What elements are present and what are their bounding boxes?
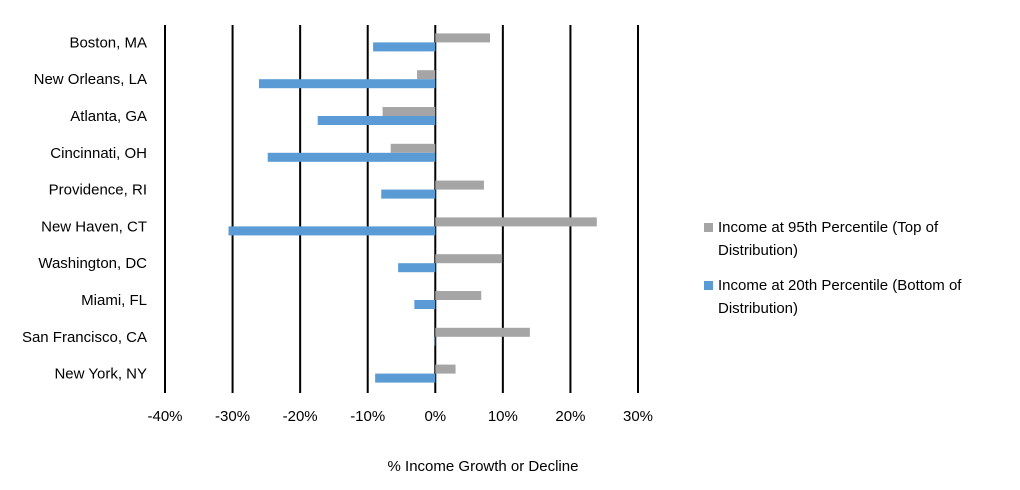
x-tick-label: 20%: [555, 408, 585, 425]
bar: [435, 180, 484, 190]
bar: [435, 217, 597, 227]
legend-item: Income at 95th Percentile (Top of Distri…: [704, 216, 1014, 262]
bar: [390, 143, 436, 153]
x-axis-title: % Income Growth or Decline: [388, 458, 579, 475]
y-tick-label: Miami, FL: [81, 292, 147, 309]
x-tick-label: 10%: [488, 408, 518, 425]
bar: [414, 300, 436, 309]
legend-swatch: [704, 223, 713, 232]
y-tick-label: Providence, RI: [49, 182, 147, 199]
x-tick-label: 0%: [424, 408, 446, 425]
bar: [317, 116, 436, 125]
bar: [373, 42, 436, 52]
bar: [434, 336, 436, 346]
x-tick-label: -40%: [147, 408, 182, 425]
x-tick-label: 30%: [623, 408, 653, 425]
x-tick-label: -30%: [215, 408, 250, 425]
legend-item: Income at 20th Percentile (Bottom of Dis…: [704, 274, 1014, 320]
y-tick-label: San Francisco, CA: [22, 329, 147, 346]
bar: [435, 327, 530, 337]
legend-label: Income at 95th Percentile (Top of Distri…: [718, 219, 939, 259]
legend-label: Income at 20th Percentile (Bottom of Dis…: [718, 277, 962, 317]
bar: [228, 226, 436, 236]
legend-swatch: [704, 281, 713, 290]
bar: [382, 107, 436, 116]
bar: [267, 152, 436, 162]
x-tick-label: -10%: [350, 408, 385, 425]
bar: [435, 254, 503, 264]
bar: [435, 364, 456, 374]
y-tick-label: New York, NY: [54, 366, 147, 383]
bar: [258, 79, 436, 89]
y-tick-label: Cincinnati, OH: [50, 145, 147, 162]
y-tick-label: Boston, MA: [69, 34, 147, 51]
bar: [375, 373, 436, 383]
y-tick-label: Washington, DC: [38, 255, 147, 272]
y-tick-label: New Haven, CT: [41, 218, 147, 235]
bar: [381, 189, 436, 199]
x-tick-label: -20%: [283, 408, 318, 425]
y-tick-label: Atlanta, GA: [70, 108, 147, 125]
bar: [398, 263, 436, 273]
bar: [435, 33, 491, 43]
y-tick-label: New Orleans, LA: [34, 71, 147, 88]
bar: [435, 291, 482, 300]
bar: [417, 70, 436, 80]
